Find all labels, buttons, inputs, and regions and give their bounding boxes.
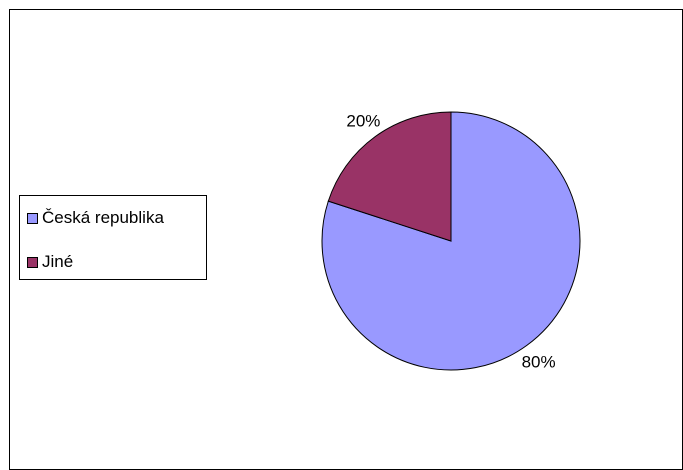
data-label-jine: 20% — [346, 111, 380, 130]
legend-item-jine: Jiné — [27, 252, 73, 272]
pie-slice-jine — [327, 111, 452, 242]
legend-item-ceska-republika: Česká republika — [27, 208, 164, 228]
legend-swatch-jine — [27, 256, 38, 268]
legend-label-ceska-republika: Česká republika — [42, 208, 164, 227]
legend: Česká republika Jiné — [19, 195, 207, 280]
data-label-ceska-republika: 80% — [522, 353, 556, 372]
legend-label-jine: Jiné — [42, 252, 74, 271]
legend-swatch-ceska-republika — [27, 212, 38, 224]
